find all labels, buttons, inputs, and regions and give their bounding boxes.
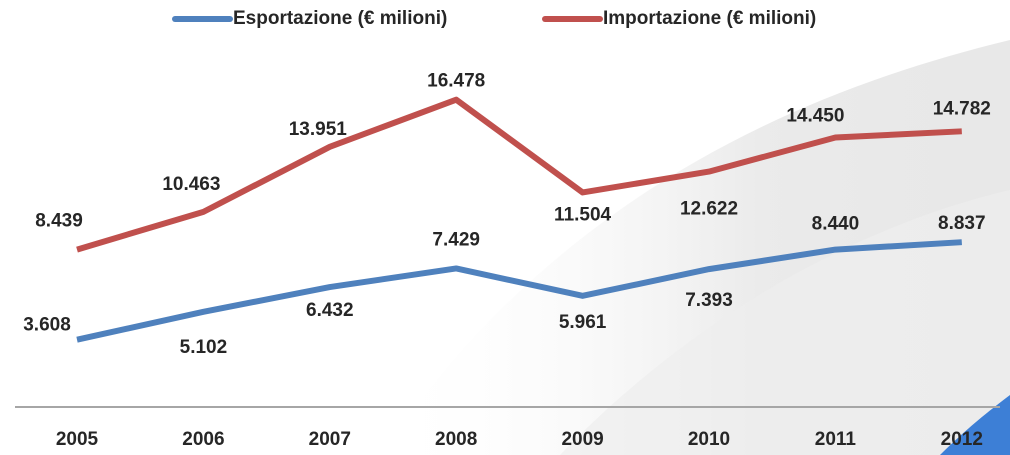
x-tick-label: 2005 bbox=[56, 429, 99, 450]
series-line bbox=[76, 96, 962, 253]
x-tick-label: 2012 bbox=[941, 429, 983, 450]
data-label: 13.951 bbox=[289, 119, 348, 140]
legend-label: Importazione (€ milioni) bbox=[603, 8, 816, 29]
data-label: 5.102 bbox=[180, 337, 228, 358]
data-label: 10.463 bbox=[162, 174, 220, 195]
data-label: 11.504 bbox=[554, 204, 611, 225]
legend-label: Esportazione (€ milioni) bbox=[233, 8, 447, 29]
x-tick-label: 2009 bbox=[561, 429, 603, 450]
data-label: 7.393 bbox=[685, 290, 733, 311]
data-label: 14.782 bbox=[933, 98, 991, 119]
x-tick-label: 2006 bbox=[182, 429, 224, 450]
x-tick-label: 2007 bbox=[309, 429, 351, 450]
data-label: 6.432 bbox=[306, 300, 354, 321]
x-tick-label: 2011 bbox=[815, 429, 857, 450]
x-tick-label: 2008 bbox=[435, 429, 477, 450]
data-label: 5.961 bbox=[559, 312, 607, 333]
background-swoosh bbox=[560, 190, 1010, 455]
data-label: 12.622 bbox=[680, 199, 738, 220]
background-corner bbox=[940, 395, 1010, 455]
data-label: 3.608 bbox=[23, 315, 71, 336]
data-label: 7.429 bbox=[432, 229, 480, 250]
data-label: 8.439 bbox=[35, 211, 83, 232]
x-tick-label: 2010 bbox=[688, 429, 730, 450]
series-line bbox=[76, 239, 962, 343]
data-label: 8.837 bbox=[938, 213, 986, 234]
data-label: 8.440 bbox=[812, 214, 860, 235]
data-label: 14.450 bbox=[786, 106, 844, 127]
data-label: 16.478 bbox=[427, 71, 485, 92]
